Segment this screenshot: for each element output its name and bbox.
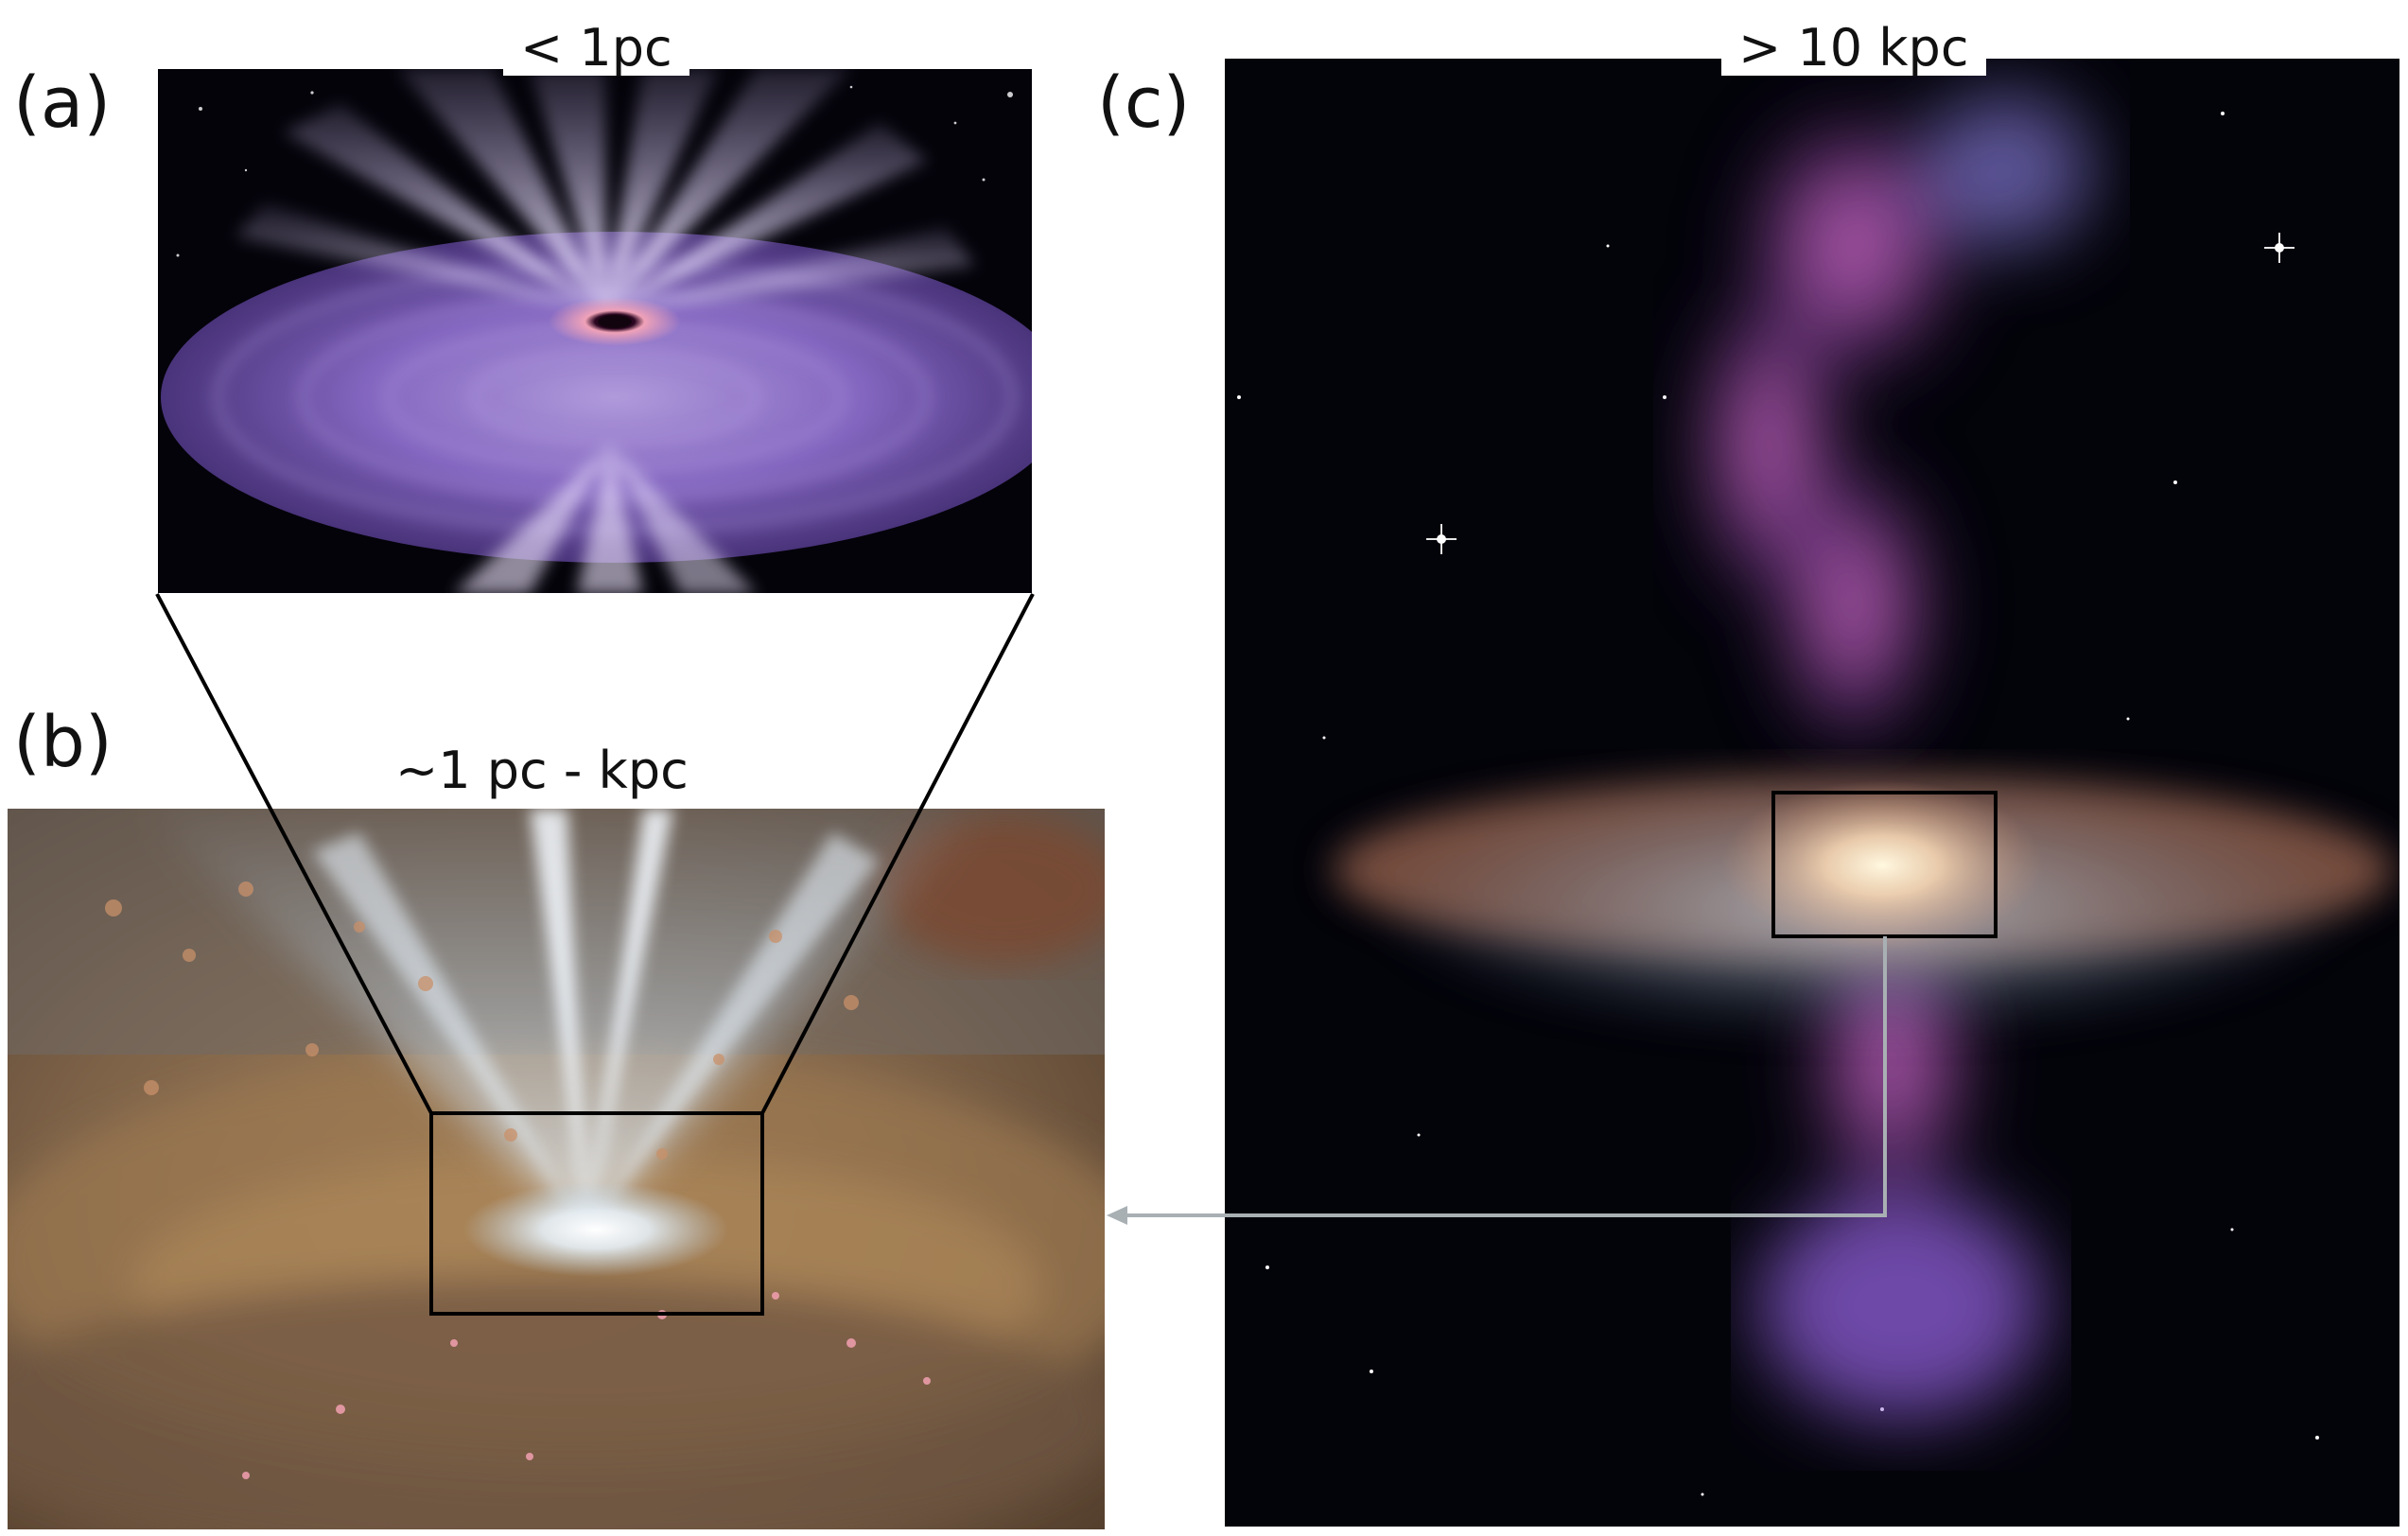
zoom-line-left — [155, 593, 433, 1114]
panel-c-label: (c) — [1097, 62, 1191, 144]
panel-b-image — [8, 809, 1105, 1529]
zoom-line-right — [760, 593, 1035, 1114]
panel-b-inset-box — [429, 1111, 764, 1316]
panel-a-scale: < 1pc — [503, 21, 689, 76]
panel-a-label: (a) — [13, 62, 112, 144]
panel-c-scale: > 10 kpc — [1721, 21, 1986, 76]
connector-arrow-line — [1121, 936, 1887, 1217]
panel-a-image — [157, 68, 1033, 594]
panel-b-scale: ~1 pc - kpc — [395, 741, 689, 800]
connector-arrowhead — [1107, 1206, 1127, 1225]
panel-b-label: (b) — [13, 702, 113, 783]
